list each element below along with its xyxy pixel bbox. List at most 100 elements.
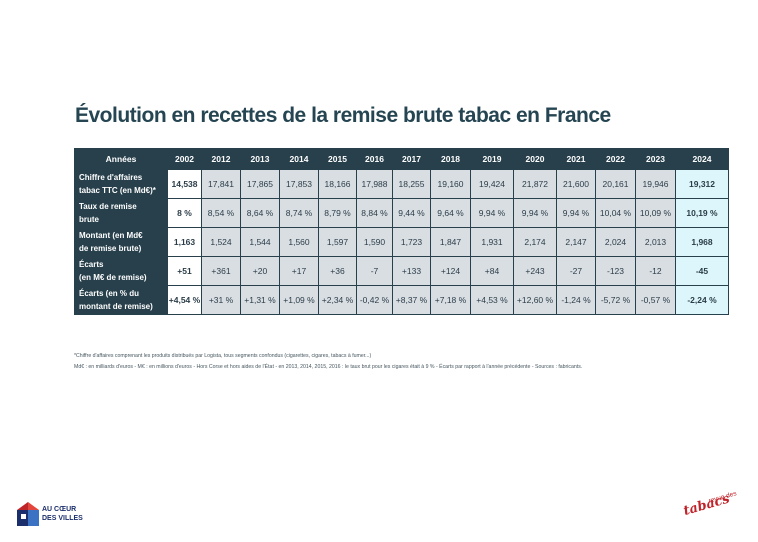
table-cell: -2,24 % <box>675 285 729 315</box>
table-cell: +20 <box>240 256 280 286</box>
header-year-2016: 2016 <box>356 148 393 170</box>
row-label-line: Chiffre d'affaires <box>79 173 143 182</box>
table-cell: 9,94 % <box>556 198 596 228</box>
table-cell: 19,312 <box>675 169 729 199</box>
table-cell: 19,160 <box>430 169 471 199</box>
table-cell: +51 <box>167 256 202 286</box>
row-label-line: brute <box>79 215 99 224</box>
house-logo-icon <box>17 502 39 526</box>
table-cell: 14,538 <box>167 169 202 199</box>
table-cell: -7 <box>356 256 393 286</box>
table-cell: +124 <box>430 256 471 286</box>
table-cell: -1,24 % <box>556 285 596 315</box>
table-cell: 10,09 % <box>635 198 676 228</box>
table-cell: 1,544 <box>240 227 280 257</box>
table-cell: +7,18 % <box>430 285 471 315</box>
table-cell: +2,34 % <box>318 285 357 315</box>
revue-des-tabacs-logo: revue des tabacs <box>682 490 746 526</box>
header-year-2020: 2020 <box>513 148 557 170</box>
table-cell: 8,79 % <box>318 198 357 228</box>
header-year-2012: 2012 <box>201 148 241 170</box>
row-label: Écarts (en % du montant de remise) <box>74 285 168 315</box>
row-label-line: Écarts (en % du <box>79 289 140 298</box>
table-cell: +84 <box>470 256 514 286</box>
table-cell: 20,161 <box>595 169 636 199</box>
footnote-2: Md€ : en milliards d'euros - M€ : en mil… <box>74 364 583 370</box>
table-cell: 9,44 % <box>392 198 431 228</box>
table-cell: 21,600 <box>556 169 596 199</box>
row-label: Montant (en Md€ de remise brute) <box>74 227 168 257</box>
table-row: Taux de remise brute 8 % 8,54 % 8,64 % 8,74 %… <box>74 198 729 228</box>
table-row: Écarts (en % du montant de remise) +4,54 %… <box>74 285 729 315</box>
table-cell: 17,865 <box>240 169 280 199</box>
logo-tabacs-text: tabacs <box>681 491 732 519</box>
table-cell: 2,174 <box>513 227 557 257</box>
footnotes: *Chiffre d'affaires comprenant les produ… <box>74 351 734 373</box>
header-year-2019: 2019 <box>470 148 514 170</box>
header-year-2014: 2014 <box>279 148 319 170</box>
row-label-line: montant de remise) <box>79 302 153 311</box>
table-cell: 1,597 <box>318 227 357 257</box>
table-cell: 1,524 <box>201 227 241 257</box>
table-header-row: Années 2002 2012 2013 2014 2015 2016 2017 2018 2… <box>74 148 729 170</box>
header-year-2015: 2015 <box>318 148 357 170</box>
table-cell: +133 <box>392 256 431 286</box>
table-cell: +1,31 % <box>240 285 280 315</box>
table-row: Écarts (en M€ de remise) +51 +361 +20 +17 +36-… <box>74 256 729 286</box>
table-cell: -0,57 % <box>635 285 676 315</box>
header-year-2018: 2018 <box>430 148 471 170</box>
table-cell: 10,04 % <box>595 198 636 228</box>
row-label-line: Écarts <box>79 260 104 269</box>
table-cell: 1,968 <box>675 227 729 257</box>
table-cell: -45 <box>675 256 729 286</box>
table-cell: 8,84 % <box>356 198 393 228</box>
header-year-2023: 2023 <box>635 148 676 170</box>
table-cell: 8,54 % <box>201 198 241 228</box>
table-cell: +31 % <box>201 285 241 315</box>
table-cell: 8,74 % <box>279 198 319 228</box>
header-year-2024: 2024 <box>675 148 729 170</box>
table-cell: +4,54 % <box>167 285 202 315</box>
table-cell: 10,19 % <box>675 198 729 228</box>
footnote-1: *Chiffre d'affaires comprenant les produ… <box>74 353 372 359</box>
table-cell: 2,024 <box>595 227 636 257</box>
au-coeur-des-villes-logo: AU CŒUR DES VILLES <box>17 502 127 526</box>
table-cell: +243 <box>513 256 557 286</box>
table-row: Chiffre d'affaires tabac TTC (en Md€)* 14,… <box>74 169 729 199</box>
header-label-annees: Années <box>74 148 168 170</box>
table-cell: +1,09 % <box>279 285 319 315</box>
table-cell: +36 <box>318 256 357 286</box>
logo-text-line1: AU CŒUR <box>42 506 77 513</box>
table-cell: +8,37 % <box>392 285 431 315</box>
row-label-line: Taux de remise <box>79 202 137 211</box>
table-cell: 18,166 <box>318 169 357 199</box>
table-cell: 17,988 <box>356 169 393 199</box>
row-label: Chiffre d'affaires tabac TTC (en Md€)* <box>74 169 168 199</box>
table-cell: 1,163 <box>167 227 202 257</box>
remise-table: Années 2002 2012 2013 2014 2015 2016 2017 2018 2… <box>74 148 729 315</box>
table-cell: +17 <box>279 256 319 286</box>
table-cell: 21,872 <box>513 169 557 199</box>
table-cell: 2,147 <box>556 227 596 257</box>
table-cell: 9,64 % <box>430 198 471 228</box>
table-cell: -123 <box>595 256 636 286</box>
header-year-2002: 2002 <box>167 148 202 170</box>
table-cell: +361 <box>201 256 241 286</box>
header-year-2022: 2022 <box>595 148 636 170</box>
table-cell: +4,53 % <box>470 285 514 315</box>
table-cell: -12 <box>635 256 676 286</box>
page-title: Évolution en recettes de la remise brute… <box>75 104 611 127</box>
table-cell: 19,946 <box>635 169 676 199</box>
row-label-line: tabac TTC (en Md€)* <box>79 186 156 195</box>
table-cell: 8,64 % <box>240 198 280 228</box>
table-cell: 1,931 <box>470 227 514 257</box>
header-year-2017: 2017 <box>392 148 431 170</box>
table-cell: 1,847 <box>430 227 471 257</box>
table-cell: 2,013 <box>635 227 676 257</box>
table-cell: 19,424 <box>470 169 514 199</box>
row-label-line: Montant (en Md€ <box>79 231 143 240</box>
header-year-2021: 2021 <box>556 148 596 170</box>
table-cell: 18,255 <box>392 169 431 199</box>
table-cell: 9,94 % <box>513 198 557 228</box>
row-label-line: (en M€ de remise) <box>79 273 147 282</box>
